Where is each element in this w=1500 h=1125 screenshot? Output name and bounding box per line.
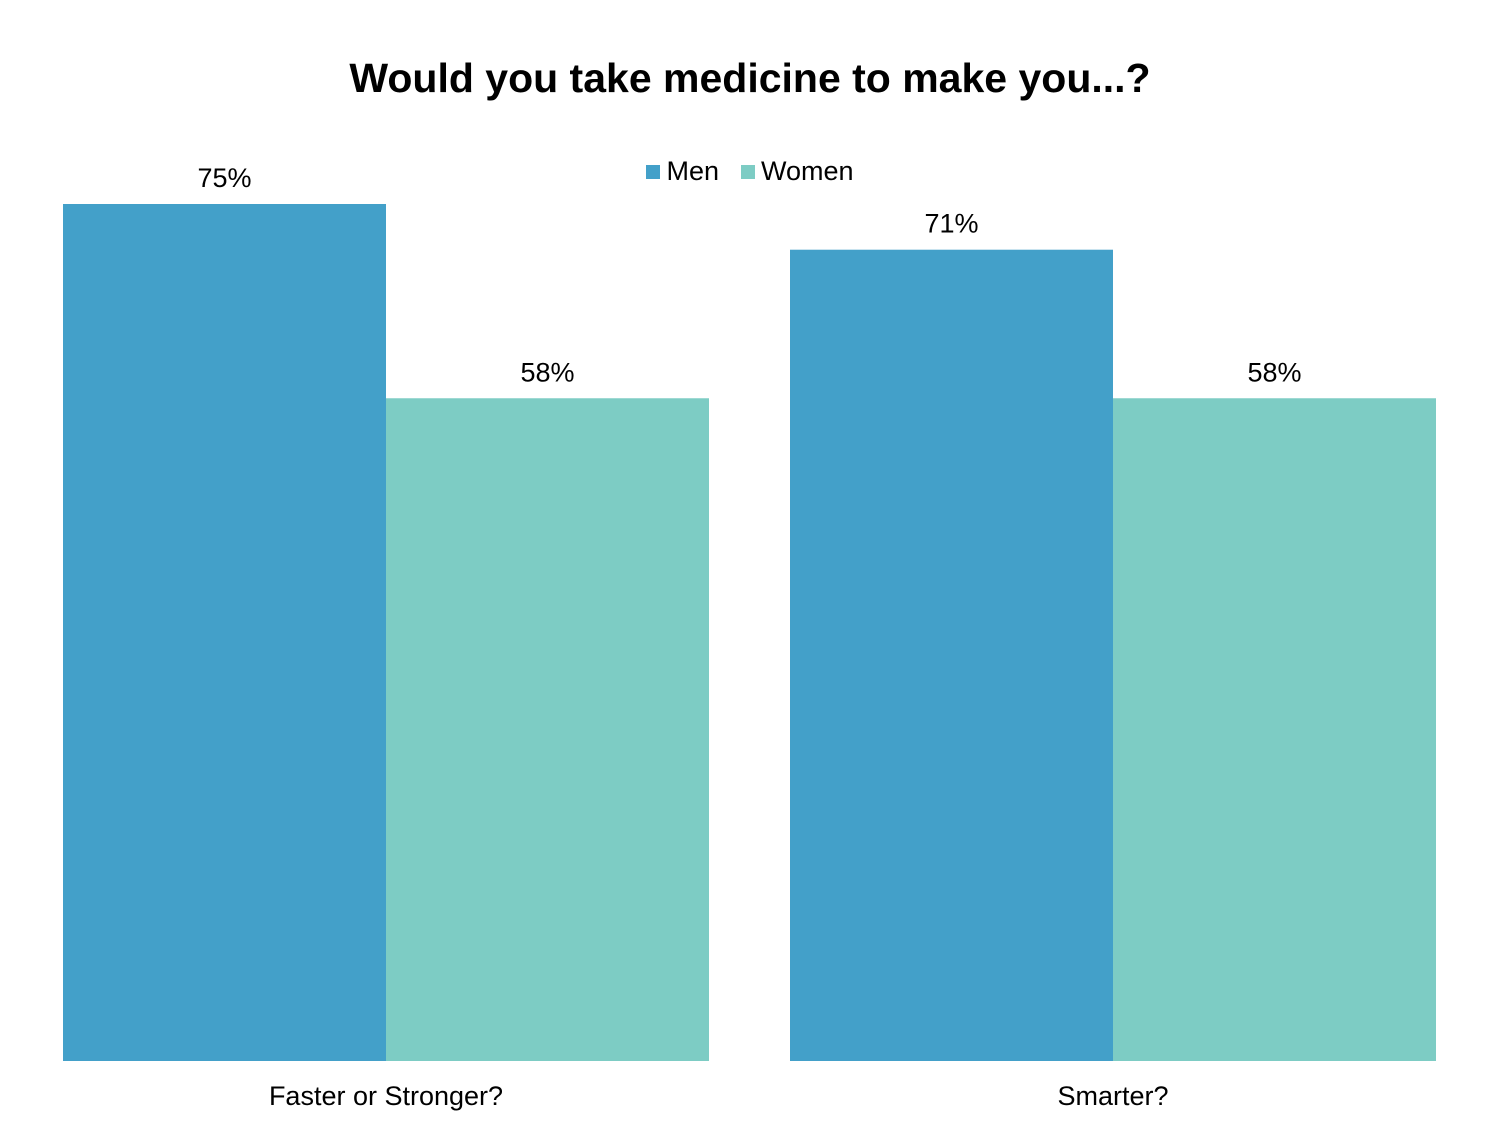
bar-women-0	[386, 398, 709, 1062]
x-tick-label-1: Smarter?	[1057, 1081, 1168, 1111]
bar-women-1	[1113, 398, 1436, 1062]
x-tick-label-0: Faster or Stronger?	[269, 1081, 503, 1111]
legend-label-men: Men	[666, 156, 719, 186]
data-label-women-1: 58%	[1247, 357, 1301, 387]
legend-swatch-men	[646, 164, 661, 179]
data-label-men-1: 71%	[924, 209, 978, 239]
legend-item-men: Men	[646, 156, 719, 187]
legend-item-women: Women	[740, 156, 854, 187]
legend-swatch-women	[740, 164, 755, 179]
bar-men-0	[63, 204, 386, 1061]
data-label-women-0: 58%	[520, 357, 574, 387]
legend-label-women: Women	[760, 156, 854, 186]
bar-men-1	[790, 249, 1113, 1061]
chart-title: Would you take medicine to make you...?	[349, 55, 1151, 101]
legend: Men Women	[0, 156, 1500, 187]
data-label-men-0: 75%	[197, 163, 251, 193]
